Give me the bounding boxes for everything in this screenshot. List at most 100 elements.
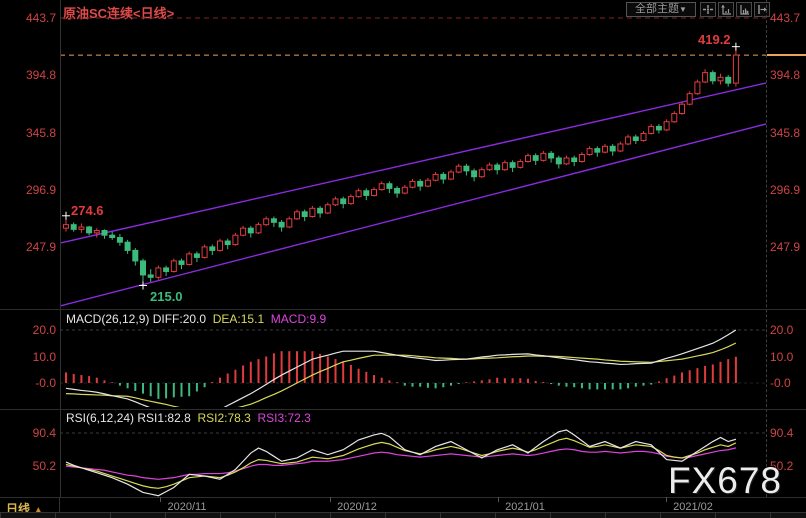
annotation-lowest-low: 215.0 xyxy=(150,289,183,304)
rsi2-value: RSI2:78.3 xyxy=(197,411,251,425)
candle xyxy=(217,238,223,252)
candle xyxy=(116,234,123,246)
candle xyxy=(86,225,93,236)
candle xyxy=(70,222,77,232)
macd-macd-value: MACD:9.9 xyxy=(270,312,327,326)
separator-main-macd xyxy=(0,309,806,310)
candle xyxy=(278,219,285,232)
candle xyxy=(93,228,100,238)
macd-diff-value: DIFF:20.0 xyxy=(152,312,207,326)
candle xyxy=(648,124,655,135)
scale-y-axis-icon xyxy=(721,5,731,15)
date-label: 2020/11 xyxy=(167,501,207,513)
diff-line xyxy=(65,329,737,407)
candle xyxy=(132,248,139,266)
month-tick xyxy=(330,497,331,502)
candle xyxy=(625,134,632,146)
candle xyxy=(471,168,478,182)
candle xyxy=(378,181,385,191)
channel-lower-line xyxy=(60,123,766,307)
scale-x-axis-icon-button[interactable] xyxy=(736,2,752,17)
crosshair-icon-button[interactable] xyxy=(700,2,716,17)
candle xyxy=(409,179,416,189)
date-label: 2021/02 xyxy=(673,501,713,513)
last-price-line-extension xyxy=(767,54,806,56)
candle xyxy=(232,232,239,246)
price-mark-cross xyxy=(731,42,740,51)
left-axis-border xyxy=(60,0,61,497)
candle xyxy=(594,146,601,157)
rsi-canvas[interactable] xyxy=(60,428,766,497)
candle xyxy=(371,187,377,197)
rsi2-line xyxy=(65,437,737,489)
annotation-first-high: 274.6 xyxy=(71,203,104,218)
shift-right-icon xyxy=(758,5,767,14)
scale-x-axis-icon xyxy=(740,5,749,15)
theme-dropdown[interactable]: 全部主题▼ xyxy=(626,2,696,17)
candle xyxy=(309,205,316,218)
macd-canvas[interactable] xyxy=(60,311,766,407)
candle xyxy=(694,79,701,95)
candle xyxy=(540,150,547,162)
candle xyxy=(201,244,208,259)
chevron-down-icon: ▼ xyxy=(679,5,687,14)
dea-line xyxy=(65,342,737,407)
channel-upper-line xyxy=(60,82,766,244)
month-tick xyxy=(160,497,161,502)
candle xyxy=(332,196,339,206)
candle xyxy=(324,202,331,215)
rsi3-line xyxy=(65,447,737,480)
candle xyxy=(355,188,362,198)
candle xyxy=(394,186,401,198)
watermark: FX678 xyxy=(667,460,782,501)
candle xyxy=(725,74,732,87)
date-label: 2020/12 xyxy=(337,501,377,513)
theme-dropdown-label: 全部主题 xyxy=(635,3,680,15)
rsi1-value: RSI1:82.8 xyxy=(137,411,191,425)
candle xyxy=(609,143,616,156)
separator-bottom-bar xyxy=(0,497,806,498)
candle xyxy=(709,70,716,85)
rsi-params-label: RSI(6,12,24) xyxy=(66,411,135,425)
candle xyxy=(255,222,262,235)
candle xyxy=(386,181,393,194)
rsi3-value: RSI3:72.3 xyxy=(257,411,311,425)
candle xyxy=(317,205,324,218)
crosshair-icon xyxy=(703,5,713,14)
candle xyxy=(571,155,578,167)
candle xyxy=(548,150,555,163)
candle xyxy=(702,69,709,84)
candle xyxy=(486,162,493,171)
month-tick xyxy=(666,497,667,502)
candle xyxy=(501,160,508,171)
candle xyxy=(147,269,154,282)
candle xyxy=(340,196,347,209)
candle xyxy=(240,225,247,237)
bottom-bar-divider xyxy=(59,497,60,512)
candle xyxy=(632,134,639,144)
candle xyxy=(532,153,539,166)
candle xyxy=(286,216,293,229)
candle xyxy=(294,209,300,220)
candle xyxy=(347,194,354,205)
scale-y-axis-icon-button[interactable] xyxy=(718,2,734,17)
candle xyxy=(209,244,216,256)
price-mark-cross xyxy=(62,211,70,220)
candle xyxy=(617,141,624,153)
candle xyxy=(509,160,516,173)
candle xyxy=(109,231,116,240)
timeline-scrollbar[interactable] xyxy=(0,512,806,518)
candle xyxy=(578,152,585,163)
right-axis-border xyxy=(766,0,767,497)
month-tick xyxy=(498,497,499,502)
candle xyxy=(463,163,470,176)
candle xyxy=(163,265,170,277)
candle xyxy=(563,155,570,166)
candle xyxy=(363,188,370,201)
main-chart-canvas[interactable] xyxy=(60,0,766,311)
candle xyxy=(663,119,670,132)
candle xyxy=(270,216,277,228)
candle xyxy=(494,162,501,175)
